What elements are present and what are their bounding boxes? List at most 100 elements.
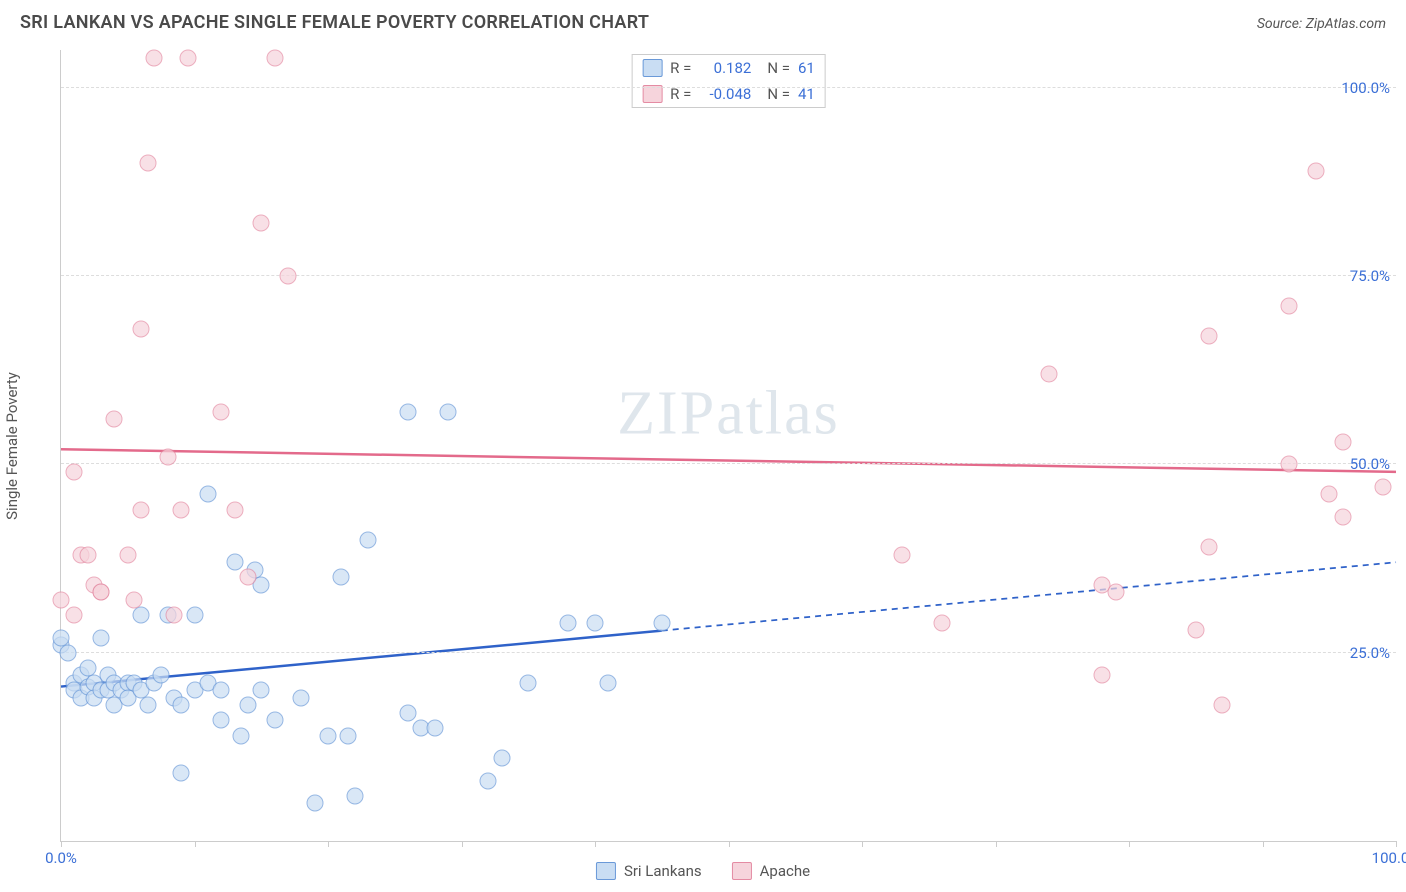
data-point: [173, 697, 190, 714]
data-point: [139, 155, 156, 172]
n-label: N =: [767, 85, 790, 103]
watermark: ZIPatlas: [617, 378, 840, 449]
data-point: [106, 411, 123, 428]
data-point: [59, 644, 76, 661]
data-point: [333, 569, 350, 586]
xtick-mark: [1396, 841, 1397, 847]
data-point: [79, 546, 96, 563]
data-point: [153, 667, 170, 684]
data-point: [520, 674, 537, 691]
data-point: [1040, 365, 1057, 382]
data-point: [1187, 622, 1204, 639]
ytick-label: 75.0%: [1350, 267, 1390, 285]
data-point: [1214, 697, 1231, 714]
data-point: [233, 727, 250, 744]
grid-line: [61, 87, 1396, 88]
data-point: [66, 463, 83, 480]
correlation-legend: R =0.182N =61R =-0.048N =41: [631, 54, 826, 108]
data-point: [653, 614, 670, 631]
data-point: [1307, 162, 1324, 179]
data-point: [226, 554, 243, 571]
xtick-mark: [729, 841, 730, 847]
ytick-label: 25.0%: [1350, 644, 1390, 662]
data-point: [934, 614, 951, 631]
grid-line: [61, 463, 1396, 464]
data-point: [173, 501, 190, 518]
r-value: -0.048: [699, 85, 751, 103]
data-point: [346, 787, 363, 804]
data-point: [213, 403, 230, 420]
data-point: [360, 531, 377, 548]
data-point: [166, 607, 183, 624]
data-point: [400, 704, 417, 721]
source-label: Source: ZipAtlas.com: [1257, 16, 1386, 32]
xtick-mark: [1263, 841, 1264, 847]
data-point: [1281, 298, 1298, 315]
xtick-mark: [61, 841, 62, 847]
data-point: [173, 765, 190, 782]
data-point: [1107, 584, 1124, 601]
legend-item: Sri Lankans: [596, 862, 702, 880]
data-point: [1321, 486, 1338, 503]
data-point: [400, 403, 417, 420]
data-point: [199, 486, 216, 503]
data-point: [239, 569, 256, 586]
data-point: [146, 49, 163, 66]
data-point: [1334, 433, 1351, 450]
data-point: [894, 546, 911, 563]
data-point: [213, 682, 230, 699]
scatter-plot: ZIPatlas R =0.182N =61R =-0.048N =41 25.…: [60, 50, 1396, 842]
y-axis-label: Single Female Poverty: [3, 372, 21, 520]
xtick-label: 0.0%: [45, 849, 77, 867]
grid-line: [61, 275, 1396, 276]
legend-item: Apache: [732, 862, 810, 880]
data-point: [1201, 539, 1218, 556]
r-value: 0.182: [699, 59, 751, 77]
data-point: [440, 403, 457, 420]
chart-area: Single Female Poverty ZIPatlas R =0.182N…: [40, 50, 1396, 842]
data-point: [93, 584, 110, 601]
data-point: [493, 750, 510, 767]
series-legend: Sri Lankans Apache: [596, 862, 810, 880]
xtick-mark: [328, 841, 329, 847]
data-point: [1281, 456, 1298, 473]
legend-swatch: [642, 59, 662, 77]
data-point: [253, 215, 270, 232]
data-point: [186, 607, 203, 624]
data-point: [1201, 328, 1218, 345]
ytick-label: 50.0%: [1350, 455, 1390, 473]
chart-title: SRI LANKAN VS APACHE SINGLE FEMALE POVER…: [20, 12, 649, 33]
data-point: [266, 712, 283, 729]
data-point: [1094, 667, 1111, 684]
xtick-mark: [195, 841, 196, 847]
n-value: 41: [798, 85, 815, 103]
data-point: [93, 629, 110, 646]
legend-swatch: [596, 862, 616, 880]
r-label: R =: [670, 59, 691, 77]
xtick-mark: [1129, 841, 1130, 847]
data-point: [133, 501, 150, 518]
xtick-mark: [595, 841, 596, 847]
data-point: [139, 697, 156, 714]
data-point: [306, 795, 323, 812]
data-point: [213, 712, 230, 729]
data-point: [279, 268, 296, 285]
legend-swatch: [732, 862, 752, 880]
data-point: [1374, 478, 1391, 495]
xtick-label: 100.0%: [1372, 849, 1406, 867]
data-point: [293, 689, 310, 706]
data-point: [600, 674, 617, 691]
xtick-mark: [862, 841, 863, 847]
n-label: N =: [767, 59, 790, 77]
data-point: [340, 727, 357, 744]
data-point: [587, 614, 604, 631]
r-label: R =: [670, 85, 691, 103]
ytick-label: 100.0%: [1341, 79, 1390, 97]
correlation-row: R = -0.048 N = 41: [632, 81, 825, 107]
xtick-mark: [996, 841, 997, 847]
data-point: [253, 682, 270, 699]
legend-swatch: [642, 85, 662, 103]
data-point: [426, 720, 443, 737]
data-point: [66, 607, 83, 624]
grid-line: [61, 652, 1396, 653]
